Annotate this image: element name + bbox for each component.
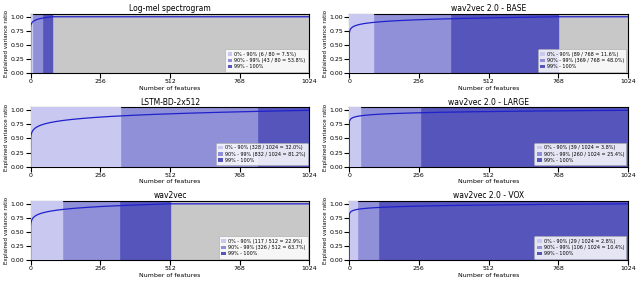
Legend: 0% - 90% (117 / 512 = 22.9%), 90% - 99% (326 / 512 = 63.7%), 99% - 100%: 0% - 90% (117 / 512 = 22.9%), 90% - 99% …	[219, 236, 308, 259]
Bar	[63, 201, 119, 260]
Y-axis label: Explained variance ratio: Explained variance ratio	[323, 197, 328, 264]
X-axis label: Number of features: Number of features	[140, 273, 200, 278]
Y-axis label: Explained variance ratio: Explained variance ratio	[4, 103, 9, 171]
Title: wav2vec 2.0 - VOX: wav2vec 2.0 - VOX	[453, 191, 524, 200]
Y-axis label: Explained variance ratio: Explained variance ratio	[4, 197, 9, 264]
Bar	[257, 107, 309, 167]
Title: LSTM-BD-2x512: LSTM-BD-2x512	[140, 98, 200, 107]
Y-axis label: Explained variance ratio: Explained variance ratio	[4, 10, 9, 77]
X-axis label: Number of features: Number of features	[458, 273, 519, 278]
Title: Log-mel spectrogram: Log-mel spectrogram	[129, 4, 211, 13]
Title: wav2vec 2.0 - LARGE: wav2vec 2.0 - LARGE	[448, 98, 529, 107]
Bar	[31, 107, 120, 167]
Bar	[32, 14, 42, 73]
Bar	[349, 107, 360, 167]
X-axis label: Number of features: Number of features	[458, 179, 519, 184]
Bar	[558, 14, 628, 73]
Bar	[42, 14, 52, 73]
Bar	[31, 14, 32, 73]
Bar	[378, 201, 628, 260]
Bar	[420, 107, 628, 167]
X-axis label: Number of features: Number of features	[140, 179, 200, 184]
Legend: 0% - 90% (89 / 768 = 11.6%), 90% - 99% (369 / 768 = 48.0%), 99% - 100%: 0% - 90% (89 / 768 = 11.6%), 90% - 99% (…	[538, 49, 627, 72]
Bar	[450, 14, 558, 73]
X-axis label: Number of features: Number of features	[458, 86, 519, 91]
Bar	[120, 107, 257, 167]
Y-axis label: Explained variance ratio: Explained variance ratio	[323, 103, 328, 171]
Legend: 0% - 90% (328 / 1024 = 32.0%), 90% - 99% (832 / 1024 = 81.2%), 99% - 100%: 0% - 90% (328 / 1024 = 32.0%), 90% - 99%…	[216, 143, 308, 165]
Bar	[349, 201, 357, 260]
Bar	[357, 201, 378, 260]
Y-axis label: Explained variance ratio: Explained variance ratio	[323, 10, 328, 77]
Bar	[31, 201, 63, 260]
Bar	[349, 14, 373, 73]
Title: wav2vec: wav2vec	[153, 191, 187, 200]
Legend: 0% - 90% (6 / 80 = 7.5%), 90% - 99% (43 / 80 = 53.8%), 99% - 100%: 0% - 90% (6 / 80 = 7.5%), 90% - 99% (43 …	[225, 49, 308, 72]
Bar	[170, 201, 309, 260]
X-axis label: Number of features: Number of features	[140, 86, 200, 91]
Legend: 0% - 90% (39 / 1024 = 3.8%), 90% - 99% (260 / 1024 = 25.4%), 99% - 100%: 0% - 90% (39 / 1024 = 3.8%), 90% - 99% (…	[534, 143, 627, 165]
Bar	[373, 14, 450, 73]
Title: wav2vec 2.0 - BASE: wav2vec 2.0 - BASE	[451, 4, 526, 13]
Legend: 0% - 90% (29 / 1024 = 2.8%), 90% - 99% (106 / 1024 = 10.4%), 99% - 100%: 0% - 90% (29 / 1024 = 2.8%), 90% - 99% (…	[534, 236, 627, 259]
Bar	[360, 107, 420, 167]
Bar	[119, 201, 170, 260]
